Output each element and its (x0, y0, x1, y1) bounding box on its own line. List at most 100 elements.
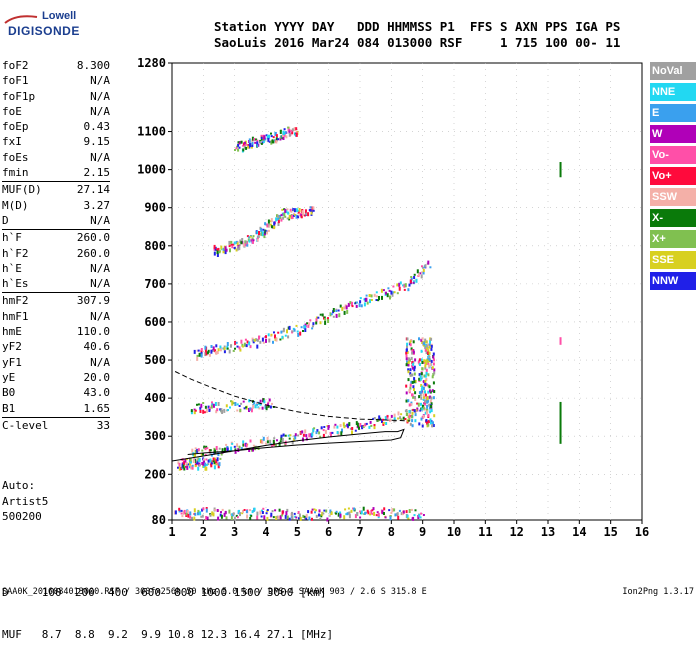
spread-point (428, 345, 431, 349)
trace-point (248, 448, 251, 452)
trace-point (248, 341, 251, 346)
trace-point (324, 318, 327, 321)
trace-point (234, 149, 236, 151)
param-name: D (2, 213, 9, 227)
trace-point (270, 512, 273, 517)
trace-point (225, 516, 228, 520)
trace-point (193, 411, 196, 415)
spread-point (427, 399, 430, 403)
spread-point (405, 357, 408, 361)
trace-point (391, 292, 394, 297)
trace-point (206, 516, 209, 520)
trace-point (256, 515, 259, 520)
param-row: h`Es N/A (2, 276, 110, 291)
trace-point (256, 139, 259, 143)
spread-point (410, 403, 413, 407)
spread-point (425, 383, 428, 387)
trace-point (358, 425, 360, 430)
trace-point (201, 508, 204, 512)
trace-point (323, 509, 326, 512)
trace-point (298, 208, 301, 212)
trace-point (311, 517, 313, 521)
spread-point (425, 419, 428, 422)
spread-point (409, 386, 412, 390)
trace-point (192, 459, 195, 463)
trace-point (213, 465, 216, 470)
trace-point (359, 300, 362, 304)
param-name: h`F (2, 231, 22, 245)
trace-point (280, 514, 283, 517)
trace-point (287, 128, 290, 132)
trace-point (247, 145, 250, 149)
spread-point (428, 343, 431, 347)
param-value: 0.43 (83, 120, 111, 134)
trace-point (202, 458, 205, 462)
trace-point (252, 235, 255, 238)
trace-point (354, 514, 357, 519)
trace-point (199, 511, 202, 516)
trace-point (232, 512, 235, 516)
spread-point (426, 346, 429, 350)
param-value: 8.300 (76, 59, 110, 72)
trace-point (178, 462, 181, 467)
spread-point (432, 355, 435, 359)
trace-point (303, 515, 306, 518)
trace-point (359, 510, 362, 513)
x-tick-label: 3 (231, 525, 238, 539)
spread-point (427, 343, 430, 347)
trace-point (408, 410, 411, 414)
trace-point (240, 140, 243, 144)
trace-point (218, 447, 221, 450)
trace-point (202, 507, 205, 511)
trace-point (393, 291, 396, 294)
trace-point (243, 145, 246, 150)
trace-point (197, 349, 200, 352)
trace-point (386, 415, 389, 418)
legend-item-nnw: NNW (650, 272, 696, 290)
trace-point (358, 303, 361, 308)
trace-point (196, 356, 199, 361)
trace-point (343, 310, 346, 315)
trace-point (263, 234, 266, 239)
trace-point (258, 407, 261, 410)
trace-point (334, 423, 337, 426)
trace-point (262, 398, 265, 403)
trace-point (296, 330, 299, 333)
trace-point (383, 512, 385, 515)
trace-point (243, 407, 246, 410)
trace-point (214, 508, 217, 511)
trace-point (290, 210, 293, 213)
trace-point (200, 349, 203, 353)
trace-point (400, 418, 403, 421)
trace-point (238, 509, 240, 513)
trace-point (301, 430, 304, 434)
trace-point (250, 514, 253, 517)
trace-point (279, 338, 282, 341)
spread-point (427, 359, 430, 363)
trace-point (295, 516, 298, 519)
trace-point (288, 132, 291, 137)
trace-point (410, 277, 413, 281)
trace-point (215, 351, 217, 355)
trace-point (256, 230, 259, 234)
spread-point (426, 410, 429, 414)
trace-point (194, 453, 196, 458)
trace-point (242, 443, 245, 447)
trace-point (271, 139, 274, 144)
spread-point (420, 396, 423, 400)
trace-point (251, 143, 254, 147)
trace-point (328, 514, 331, 517)
trace-point (196, 460, 199, 465)
trace-point (267, 219, 270, 224)
trace-point (221, 410, 224, 414)
param-row: MUF(D) 27.14 (2, 182, 110, 197)
trace-point (398, 282, 401, 287)
x-tick-label: 5 (294, 525, 301, 539)
trace-point (381, 295, 383, 300)
auto-code: 500200 (2, 510, 42, 523)
spread-point (420, 349, 423, 353)
spread-point (425, 351, 428, 355)
trace-point (186, 510, 189, 514)
trace-point (311, 327, 314, 330)
trace-point (281, 212, 284, 216)
